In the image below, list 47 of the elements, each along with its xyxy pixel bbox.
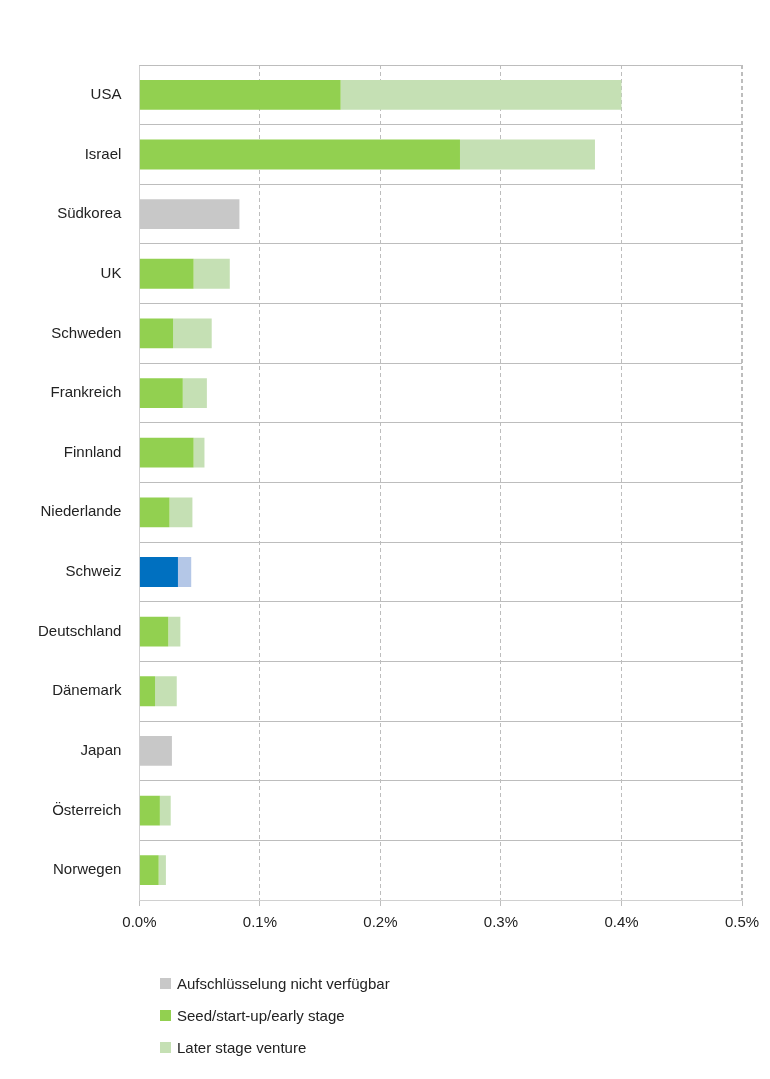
y-tick-label: Finnland bbox=[63, 442, 122, 460]
y-tick-label: Österreich bbox=[52, 800, 122, 818]
y-tick-label: Südkorea bbox=[57, 204, 123, 222]
y-tick-label: Japan bbox=[80, 741, 122, 759]
bar bbox=[139, 676, 156, 707]
y-tick-label: Deutschland bbox=[38, 621, 122, 639]
bar bbox=[139, 258, 194, 289]
bar bbox=[182, 378, 207, 408]
y-tick-label: Frankreich bbox=[50, 383, 122, 401]
bar bbox=[193, 437, 205, 468]
legend-label: Later stage venture bbox=[177, 1039, 307, 1056]
bar bbox=[193, 258, 230, 289]
bar bbox=[173, 318, 212, 349]
y-tick-label: Israel bbox=[84, 144, 122, 162]
y-tick-label: USA bbox=[90, 84, 122, 102]
bar bbox=[340, 79, 622, 110]
y-tick-label: Niederlande bbox=[40, 502, 122, 520]
x-tick-label: 0.2% bbox=[363, 913, 398, 931]
y-tick-label: Dänemark bbox=[52, 681, 122, 699]
bar bbox=[155, 676, 177, 707]
x-tick-label: 0.3% bbox=[483, 913, 519, 931]
bar bbox=[459, 139, 595, 170]
bar bbox=[139, 318, 174, 349]
y-tick-label: Schweden bbox=[51, 323, 122, 341]
x-tick-label: 0.5% bbox=[724, 913, 760, 931]
bar bbox=[139, 378, 183, 408]
bar bbox=[139, 79, 341, 110]
x-tick-label: 0.1% bbox=[242, 913, 278, 931]
bar bbox=[139, 616, 169, 647]
bar bbox=[168, 616, 181, 647]
y-tick-label: Norwegen bbox=[53, 860, 122, 878]
bar bbox=[159, 795, 171, 826]
bar bbox=[177, 557, 192, 587]
bar bbox=[139, 497, 170, 528]
x-tick-label: 0.4% bbox=[604, 913, 639, 931]
y-tick-label: UK bbox=[100, 263, 122, 281]
bar bbox=[139, 139, 460, 170]
y-tick-label: Schweiz bbox=[65, 562, 122, 580]
bar bbox=[169, 497, 193, 528]
legend-label: Seed/start-up/early stage bbox=[177, 1007, 345, 1024]
bar bbox=[139, 855, 159, 886]
bar bbox=[139, 795, 160, 826]
bar bbox=[158, 855, 166, 886]
bar bbox=[139, 437, 194, 468]
x-tick-label: 0.0% bbox=[122, 913, 157, 931]
legend-label: Aufschlüsselung nicht verfügbar bbox=[177, 975, 390, 992]
bar bbox=[139, 557, 178, 587]
